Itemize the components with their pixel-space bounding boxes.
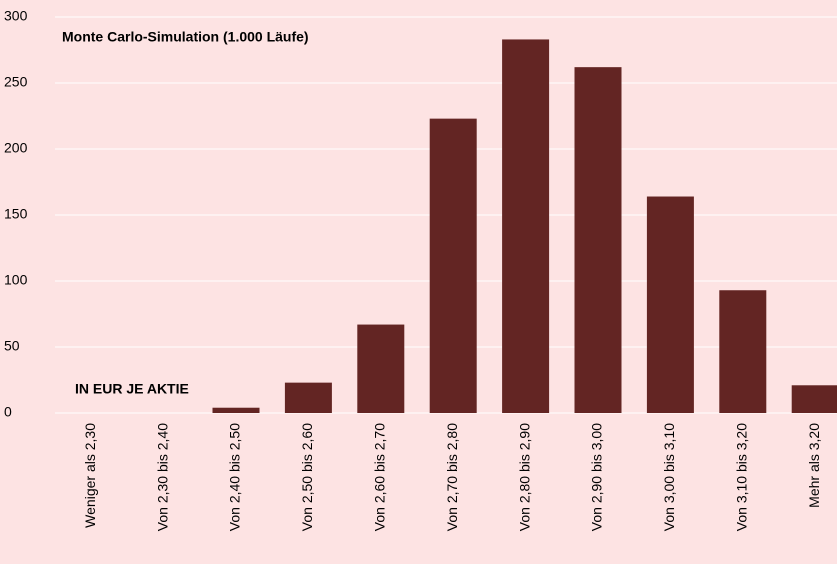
x-tick-label: Von 3,00 bis 3,10 — [661, 423, 677, 531]
bar — [719, 290, 767, 413]
x-tick-label: Von 2,50 bis 2,60 — [299, 423, 315, 531]
y-tick-label: 250 — [4, 74, 28, 90]
bar — [212, 407, 260, 413]
x-tick-label: Von 2,40 bis 2,50 — [227, 423, 243, 531]
y-tick-label: 100 — [4, 272, 28, 288]
x-tick-label: Von 2,90 bis 3,00 — [589, 423, 605, 531]
bar — [574, 67, 622, 413]
bar — [646, 196, 694, 413]
y-tick-label: 0 — [4, 404, 12, 420]
bar — [502, 39, 550, 413]
y-tick-label: 200 — [4, 140, 28, 156]
x-tick-label: Mehr als 3,20 — [806, 423, 822, 508]
y-tick-label: 50 — [4, 338, 20, 354]
x-tick-label: Von 2,80 bis 2,90 — [516, 423, 532, 531]
x-tick-label: Von 3,10 bis 3,20 — [734, 423, 750, 531]
bar — [284, 382, 332, 413]
y-tick-label: 150 — [4, 206, 28, 222]
x-tick-label: Weniger als 2,30 — [82, 423, 98, 528]
y-tick-label: 300 — [4, 8, 28, 24]
bar — [429, 118, 477, 413]
bar — [357, 324, 405, 413]
bars — [212, 39, 837, 413]
x-tick-label: Von 2,70 bis 2,80 — [444, 423, 460, 531]
x-tick-label: Von 2,60 bis 2,70 — [372, 423, 388, 531]
x-tick-label: Von 2,30 bis 2,40 — [154, 423, 170, 531]
annotation: IN EUR JE AKTIE — [75, 381, 189, 397]
chart-title: Monte Carlo-Simulation (1.000 Läufe) — [62, 29, 309, 45]
bar — [791, 385, 837, 413]
